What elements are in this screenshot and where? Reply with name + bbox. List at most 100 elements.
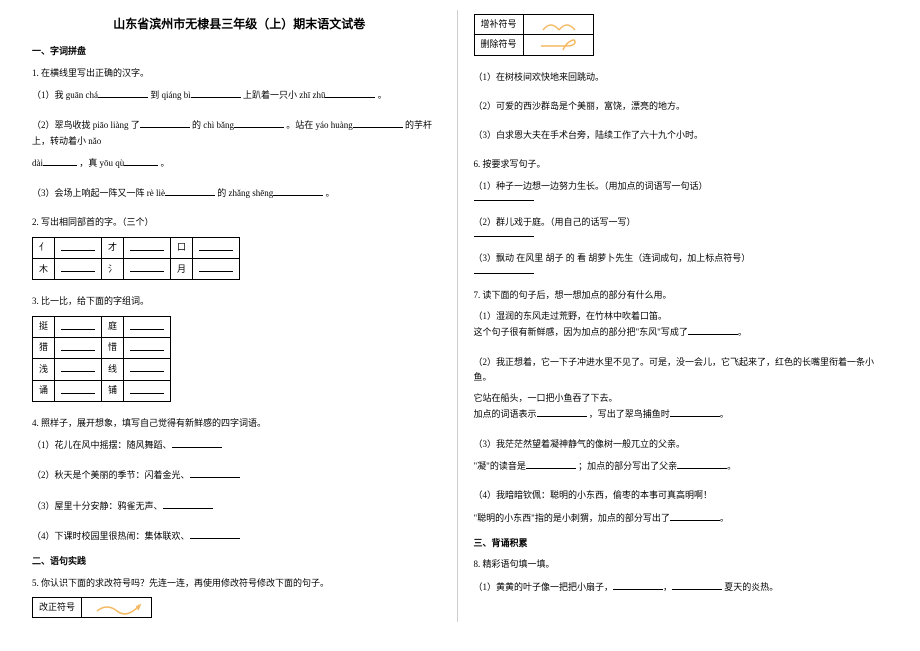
- cell[interactable]: [124, 259, 171, 280]
- answer-line[interactable]: [474, 236, 534, 237]
- q3-title: 3. 比一比，给下面的字组词。: [32, 294, 447, 309]
- table-row: 挺庭: [33, 316, 171, 337]
- q7-l4b-txt: "聪明的小东西"指的是小刺猬，加点的部分写出了: [474, 513, 670, 523]
- q1-line2b: dài ，真 yōu qù 。: [32, 155, 447, 171]
- blank[interactable]: [165, 185, 215, 196]
- cell[interactable]: [55, 316, 102, 337]
- q7-l2c-txt: 加点的词语表示: [474, 409, 537, 419]
- insert-mark-icon: [523, 15, 593, 35]
- right-column: 增补符号 删除符号 （1）在树枝间欢快地来回跳动。 （2）可爱的西沙群岛是个美丽…: [457, 10, 899, 622]
- q7-title: 7. 读下面的句子后，想一想加点的部分有什么用。: [474, 288, 889, 303]
- blank[interactable]: [43, 155, 77, 166]
- blank[interactable]: [613, 579, 663, 590]
- blank[interactable]: [190, 467, 240, 478]
- q1-l1c: 上趴着一只小 zhī zhū: [243, 90, 326, 100]
- cell[interactable]: [124, 359, 171, 380]
- cell: 庭: [102, 316, 124, 337]
- q2-title: 2. 写出相同部首的字。（三个）: [32, 215, 447, 230]
- r5-l2: （2）可爱的西沙群岛是个美丽，富饶，漂亮的地方。: [474, 99, 889, 114]
- cell: 猎: [33, 337, 55, 358]
- blank[interactable]: [163, 498, 213, 509]
- blank[interactable]: [537, 406, 587, 417]
- q4-l2: （2）秋天是个美丽的季节：闪着金光、: [32, 467, 447, 483]
- cell: 亻: [33, 237, 55, 258]
- cell[interactable]: [55, 359, 102, 380]
- q7-l3bc: "凝"的读音是 ；加点的部分写出了父亲。: [474, 458, 889, 474]
- cell: 线: [102, 359, 124, 380]
- cell[interactable]: [55, 380, 102, 401]
- blank[interactable]: [124, 155, 158, 166]
- q4-l1-txt: （1）花儿在风中摇摆：随风舞蹈、: [32, 440, 172, 450]
- blank[interactable]: [688, 324, 738, 335]
- cell[interactable]: [124, 237, 171, 258]
- blank[interactable]: [677, 458, 727, 469]
- page: 山东省滨州市无棣县三年级（上）期末语文试卷 一、字词拼盘 1. 在横线里写出正确…: [0, 0, 920, 632]
- q7-l3c-txt: ；加点的部分写出了父亲: [578, 461, 677, 471]
- cell[interactable]: [55, 259, 102, 280]
- blank[interactable]: [325, 87, 375, 98]
- q5-table-left: 改正符号: [32, 597, 152, 618]
- blank[interactable]: [670, 510, 720, 521]
- q7-l2a: （2）我正想着，它一下子冲进水里不见了。可是，没一会儿，它飞起来了，红色的长嘴里…: [474, 355, 889, 386]
- cell: 浅: [33, 359, 55, 380]
- q7-l3b-txt: "凝"的读音是: [474, 461, 526, 471]
- cell: 改正符号: [33, 597, 82, 617]
- answer-line[interactable]: [474, 200, 534, 201]
- blank[interactable]: [273, 185, 323, 196]
- q1-l2e: dài: [32, 158, 43, 168]
- cell: 木: [33, 259, 55, 280]
- blank[interactable]: [526, 458, 576, 469]
- r5-l1: （1）在树枝间欢快地来回跳动。: [474, 70, 889, 85]
- blank[interactable]: [353, 117, 403, 128]
- section-2: 二、语句实践: [32, 554, 447, 569]
- q1-l2g: 。: [161, 158, 170, 168]
- answer-line[interactable]: [474, 273, 534, 274]
- q7-l4b: "聪明的小东西"指的是小刺猬，加点的部分写出了。: [474, 510, 889, 526]
- cell[interactable]: [193, 259, 240, 280]
- cell[interactable]: [55, 337, 102, 358]
- table-row: 木 氵 月: [33, 259, 240, 280]
- q7-l1a: （1）湿润的东风走过荒野，在竹林中吹着口笛。: [474, 309, 889, 324]
- blank[interactable]: [670, 406, 720, 417]
- q1-l2f: ，真 yōu qù: [79, 158, 124, 168]
- cell: 诵: [33, 380, 55, 401]
- cell: 铺: [102, 380, 124, 401]
- table-row: 猎惜: [33, 337, 171, 358]
- cell[interactable]: [124, 380, 171, 401]
- q6-l1: （1）种子一边想一边努力生长。（用加点的词语写一句话）: [474, 179, 889, 194]
- cell[interactable]: [55, 237, 102, 258]
- delete-mark-icon: [523, 35, 593, 55]
- section-3: 三、背诵积累: [474, 536, 889, 551]
- q4-l3-txt: （3）屋里十分安静：鸦雀无声、: [32, 501, 163, 511]
- blank[interactable]: [672, 579, 722, 590]
- q4-l2-txt: （2）秋天是个美丽的季节：闪着金光、: [32, 470, 190, 480]
- blank[interactable]: [140, 117, 190, 128]
- q1-title: 1. 在横线里写出正确的汉字。: [32, 66, 447, 81]
- table-row: 亻 才 口: [33, 237, 240, 258]
- q8-title: 8. 精彩语句填一填。: [474, 557, 889, 572]
- table-row: 改正符号: [33, 597, 152, 617]
- blank[interactable]: [98, 87, 148, 98]
- q1-line1: （1）我 guān chá 到 qiáng bì 上趴着一只小 zhī zhū …: [32, 87, 447, 103]
- q6-l3: （3）飘动 在风里 胡子 的 看 胡萝卜先生（连词成句，加上标点符号）: [474, 251, 889, 266]
- cell[interactable]: [124, 316, 171, 337]
- q1-l3b: 的 zhǎng shēng: [217, 188, 273, 198]
- q3-table: 挺庭 猎惜 浅线 诵铺: [32, 316, 171, 402]
- q4-title: 4. 照样子，展开想象，填写自己觉得有新鲜感的四字词语。: [32, 416, 447, 431]
- cell[interactable]: [124, 337, 171, 358]
- q7-l2b: 它站在船头，一口把小鱼吞了下去。: [474, 391, 889, 406]
- cell[interactable]: [193, 237, 240, 258]
- blank[interactable]: [172, 437, 222, 448]
- q1-l3c: 。: [326, 188, 335, 198]
- q7-l2cd: 加点的词语表示 ，写出了翠鸟捕鱼时。: [474, 406, 889, 422]
- q4-l4: （4）下课时校园里很热闹：集体联欢、: [32, 528, 447, 544]
- r5-l3: （3）白求恩大夫在手术台旁，陆续工作了六十九个小时。: [474, 128, 889, 143]
- table-row: 诵铺: [33, 380, 171, 401]
- blank[interactable]: [234, 117, 284, 128]
- table-row: 浅线: [33, 359, 171, 380]
- q7-l4a: （4）我暗暗钦佩：聪明的小东西，偷枣的本事可真高明啊！: [474, 488, 889, 503]
- blank[interactable]: [190, 528, 240, 539]
- q6-l2: （2）群儿戏于庭。（用自己的话写一写）: [474, 215, 889, 230]
- cell: 惜: [102, 337, 124, 358]
- blank[interactable]: [191, 87, 241, 98]
